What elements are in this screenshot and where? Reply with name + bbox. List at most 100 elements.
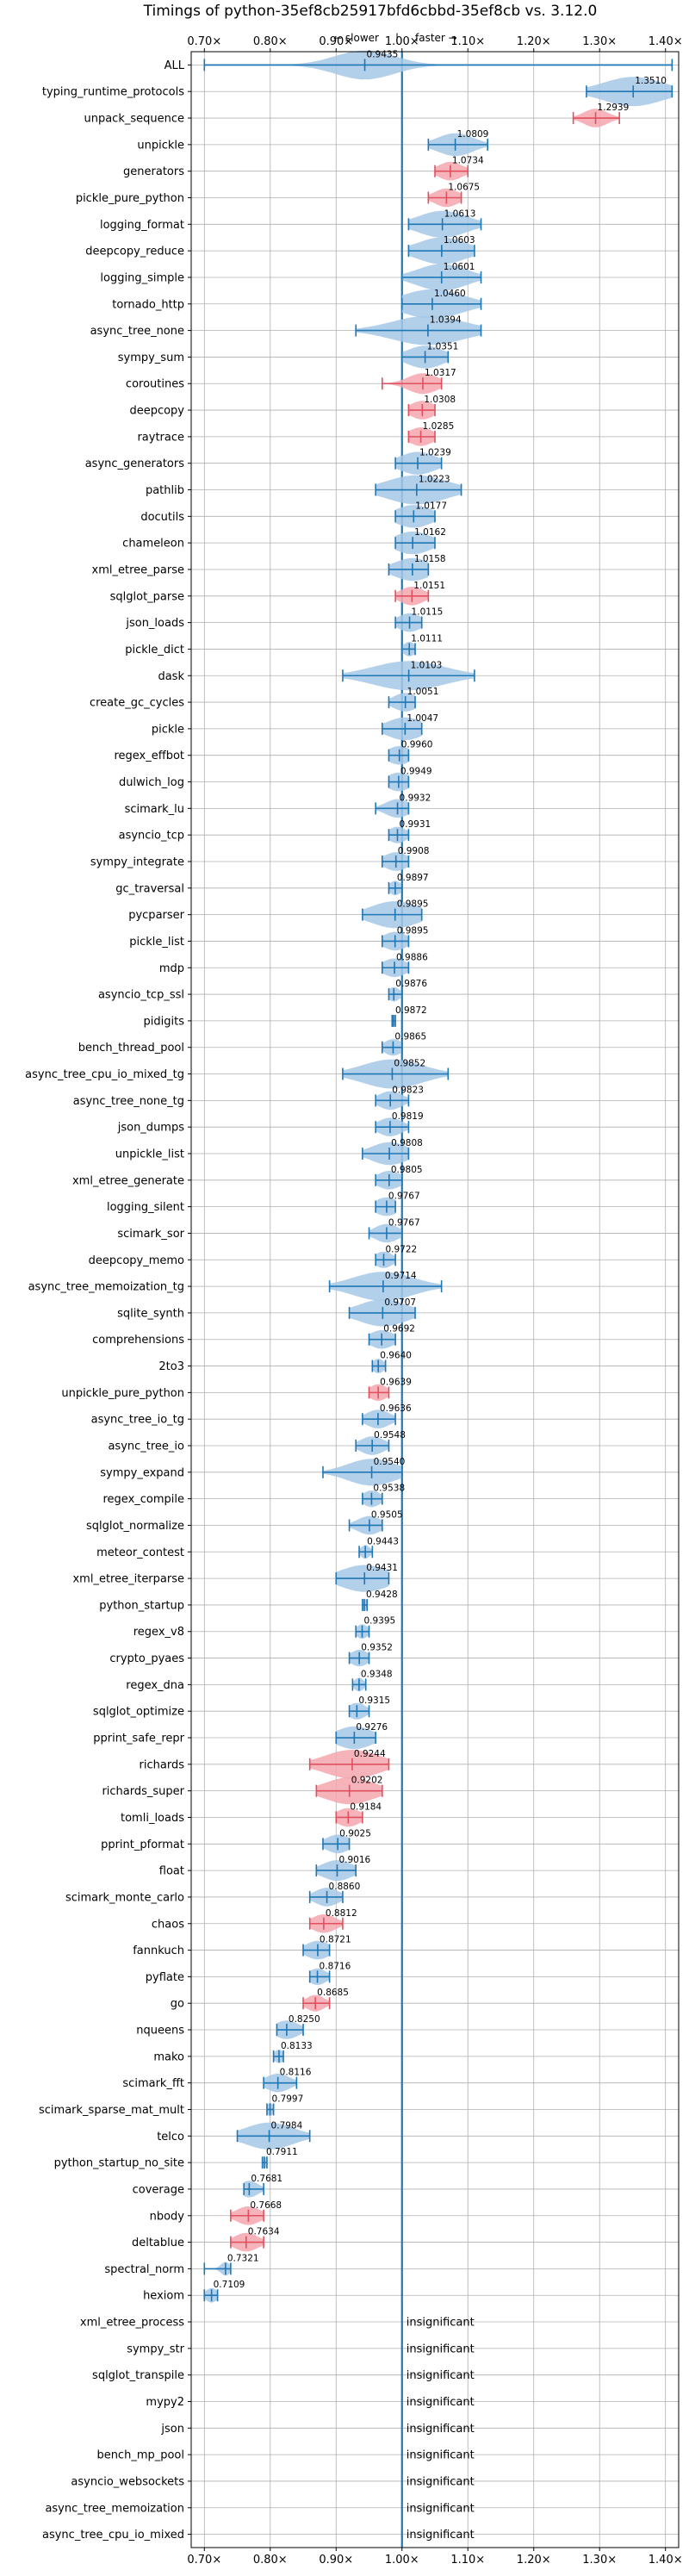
y-tick-label: xml_etree_iterparse xyxy=(72,1573,184,1586)
x-tick-label-bottom: 1.00× xyxy=(385,2554,419,2567)
y-tick-label: xml_etree_generate xyxy=(72,1174,184,1187)
y-tick-label: sqlite_synth xyxy=(117,1307,184,1320)
x-tick-label-bottom: 1.20× xyxy=(517,2554,551,2567)
value-label: 0.9714 xyxy=(385,1271,417,1281)
y-tick-label: ALL xyxy=(164,59,185,72)
y-tick-label: async_tree_cpu_io_mixed_tg xyxy=(25,1068,184,1081)
value-label: 1.0103 xyxy=(411,660,443,670)
y-tick-label: generators xyxy=(123,165,184,178)
value-label: 0.9886 xyxy=(396,952,428,962)
y-tick-label: bench_thread_pool xyxy=(78,1042,184,1055)
y-tick-label: pickle_dict xyxy=(125,644,184,656)
y-tick-label: regex_compile xyxy=(102,1493,184,1506)
value-label: 0.7668 xyxy=(250,2200,282,2211)
y-tick-label: async_tree_io_tg xyxy=(91,1414,184,1427)
value-label: 1.0051 xyxy=(407,687,439,697)
y-tick-label: json_loads xyxy=(125,617,184,630)
value-label: 0.9960 xyxy=(401,740,433,750)
value-label: 1.0308 xyxy=(424,395,456,405)
value-label: 0.9538 xyxy=(373,1484,405,1494)
value-label: 0.9692 xyxy=(383,1324,415,1335)
value-label: 0.9865 xyxy=(394,1032,426,1042)
y-tick-label: sympy_sum xyxy=(118,352,184,364)
value-label: 1.0158 xyxy=(414,554,446,564)
value-label: 0.9931 xyxy=(399,819,431,830)
insignificant-label: insignificant xyxy=(407,2369,475,2382)
y-tick-label: deepcopy_reduce xyxy=(85,246,184,258)
value-label: 0.9352 xyxy=(361,1643,393,1653)
value-label: 1.0603 xyxy=(444,235,475,246)
y-tick-label: tornado_http xyxy=(112,298,184,311)
x-tick-label-bottom: 1.40× xyxy=(649,2554,683,2567)
value-label: 0.9443 xyxy=(367,1536,399,1546)
y-tick-label: xml_etree_process xyxy=(80,2317,184,2330)
y-tick-label: fannkuch xyxy=(133,1944,184,1957)
insignificant-label: insignificant xyxy=(407,2502,475,2515)
value-label: 0.9808 xyxy=(391,1138,423,1148)
value-label: 0.9722 xyxy=(385,1244,417,1254)
y-tick-label: async_tree_memoization_tg xyxy=(28,1281,184,1294)
value-label: 0.9707 xyxy=(384,1297,416,1308)
faster-hint: faster → xyxy=(415,32,457,44)
y-tick-label: spectral_norm xyxy=(104,2263,184,2276)
y-tick-label: coroutines xyxy=(126,378,184,391)
x-tick-label-bottom: 0.90× xyxy=(319,2554,353,2567)
value-label: 0.9767 xyxy=(388,1192,420,1202)
value-label: 0.8116 xyxy=(280,2068,312,2078)
value-label: 0.9428 xyxy=(366,1590,398,1600)
x-tick-label-bottom: 1.10× xyxy=(450,2554,485,2567)
y-tick-label: create_gc_cycles xyxy=(90,697,184,710)
y-tick-label: unpickle xyxy=(137,139,184,152)
value-label: 1.0317 xyxy=(425,368,456,378)
x-tick-label-bottom: 0.70× xyxy=(187,2554,221,2567)
y-tick-label: nqueens xyxy=(136,2025,184,2038)
value-label: 0.9876 xyxy=(395,979,427,989)
value-label: 1.0460 xyxy=(434,289,466,299)
y-tick-label: pprint_pformat xyxy=(101,1839,184,1851)
y-tick-label: go xyxy=(171,1998,184,2011)
y-tick-label: unpickle_list xyxy=(115,1148,184,1160)
y-tick-label: unpickle_pure_python xyxy=(61,1387,184,1400)
marks-layer xyxy=(203,50,673,2548)
x-tick-label-top: 0.90× xyxy=(319,35,353,48)
value-label: 0.9852 xyxy=(394,1059,425,1069)
y-tick-label: gc_traversal xyxy=(115,882,184,895)
y-tick-label: float xyxy=(159,1865,184,1878)
value-label: 1.0223 xyxy=(419,475,450,485)
x-tick-label-top: 1.40× xyxy=(649,35,683,48)
y-tick-label: nbody xyxy=(150,2210,185,2223)
plot-frame xyxy=(190,51,680,2548)
value-label: 0.9895 xyxy=(397,899,429,910)
y-tick-label: pidigits xyxy=(144,1015,185,1028)
value-label: 1.0351 xyxy=(427,341,459,352)
y-tick-label: mdp xyxy=(159,962,184,975)
x-tick-label-bottom: 1.30× xyxy=(582,2554,617,2567)
y-tick-label: chaos xyxy=(152,1918,184,1931)
insignificant-label: insignificant xyxy=(407,2396,475,2409)
value-label: 1.2939 xyxy=(598,103,630,113)
y-tick-label: asyncio_tcp_ssl xyxy=(98,989,184,1002)
value-label: 0.9805 xyxy=(391,1165,423,1175)
value-label: 0.9025 xyxy=(339,1828,371,1839)
y-tick-label: telco xyxy=(157,2131,184,2144)
value-label: 0.9348 xyxy=(361,1669,393,1679)
value-label: 0.9395 xyxy=(363,1616,395,1627)
axis-layer: 0.70× 0.70× 0.80× 0.80× 0.90× 0.90× 1.00× 1.00×… xyxy=(25,35,682,2567)
value-label: 0.9016 xyxy=(338,1855,370,1865)
value-label: 0.9202 xyxy=(351,1776,383,1786)
value-label: 1.0601 xyxy=(444,262,475,272)
slower-hint: ← slower xyxy=(333,32,379,44)
value-label: 0.8250 xyxy=(289,2014,320,2025)
insignificant-label: insignificant xyxy=(407,2343,475,2355)
value-label: 0.9276 xyxy=(356,1722,388,1733)
y-tick-label: mako xyxy=(153,2050,184,2063)
value-label: 0.9505 xyxy=(371,1509,403,1520)
chart-title: Timings of python-35ef8cb25917bfd6cbbd-3… xyxy=(143,3,598,20)
y-tick-label: logging_silent xyxy=(107,1201,184,1214)
x-tick-label-top: 0.70× xyxy=(187,35,221,48)
y-tick-label: comprehensions xyxy=(92,1334,184,1347)
y-tick-label: docutils xyxy=(140,511,184,524)
y-tick-label: json_dumps xyxy=(117,1122,184,1135)
y-tick-label: python_startup_no_site xyxy=(54,2157,184,2170)
y-tick-label: asyncio_tcp xyxy=(119,830,184,843)
